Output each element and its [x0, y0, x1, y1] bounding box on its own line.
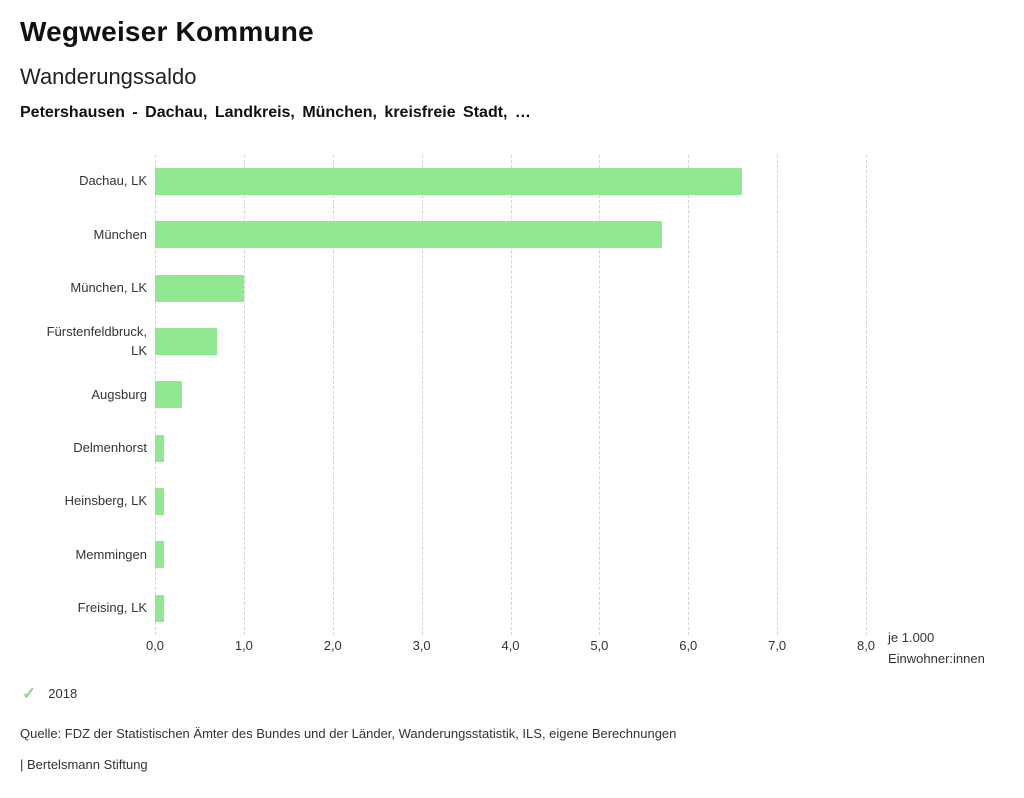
chart-title: Wanderungssaldo	[20, 64, 197, 89]
x-tick-label: 4,0	[501, 638, 520, 653]
axis-unit-label: je 1.000 Einwohner:innen	[888, 627, 985, 669]
bar-track	[155, 381, 866, 409]
bar-track	[155, 488, 866, 516]
x-tick-label: 6,0	[679, 638, 698, 653]
legend-year-label: 2018	[48, 686, 78, 701]
category-label: München	[93, 226, 147, 242]
axis-unit-line2: Einwohner:innen	[888, 651, 985, 666]
bar[interactable]	[155, 221, 662, 249]
chart-row: Fürstenfeldbruck, LK	[0, 315, 866, 368]
chart-row: Memmingen	[0, 528, 866, 581]
check-icon: ✓	[22, 684, 37, 703]
category-label: Freising, LK	[77, 599, 147, 615]
bar-track	[155, 274, 866, 302]
bar-track	[155, 594, 866, 622]
bar[interactable]	[155, 541, 164, 569]
bar[interactable]	[155, 594, 164, 622]
bar-track	[155, 541, 866, 569]
category-label: München, LK	[70, 279, 147, 295]
chart-row: Delmenhorst	[0, 422, 866, 475]
source-note: Quelle: FDZ der Statistischen Ämter des …	[20, 726, 677, 741]
chart-row: Freising, LK	[0, 582, 866, 635]
bar[interactable]	[155, 381, 182, 409]
chart-row: München	[0, 208, 866, 261]
gridline	[866, 155, 867, 635]
chart-context-subtitle: Petershausen - Dachau, Landkreis, Münche…	[20, 104, 531, 121]
x-tick-label: 0,0	[145, 638, 165, 653]
chart-row: München, LK	[0, 262, 866, 315]
bar-chart: Dachau, LK München München, LK Fürstenfeldb…	[0, 155, 875, 653]
bar[interactable]	[155, 434, 164, 462]
chart-row: Dachau, LK	[0, 155, 866, 208]
chart-row: Heinsberg, LK	[0, 475, 866, 528]
category-label: Heinsberg, LK	[64, 493, 147, 509]
bar-track	[155, 328, 866, 356]
chart-row: Augsburg	[0, 368, 866, 421]
bar[interactable]	[155, 488, 164, 516]
x-tick-label: 8,0	[856, 638, 876, 653]
x-tick-label: 2,0	[323, 638, 342, 653]
bar-track	[155, 434, 866, 462]
category-label: Augsburg	[91, 386, 147, 402]
legend-item-2018[interactable]: ✓ 2018	[22, 685, 77, 702]
bar[interactable]	[155, 168, 742, 196]
x-tick-label: 1,0	[234, 638, 253, 653]
branding-note: | Bertelsmann Stiftung	[20, 757, 148, 772]
category-label: Delmenhorst	[73, 439, 147, 455]
category-label: Fürstenfeldbruck, LK	[46, 323, 147, 358]
x-tick-label: 7,0	[768, 638, 787, 653]
category-label: Dachau, LK	[79, 173, 147, 189]
chart-rows: Dachau, LK München München, LK Fürstenfeldb…	[0, 155, 866, 635]
bar-track	[155, 221, 866, 249]
x-axis: 0,0 1,0 2,0 3,0 4,0 5,0 6,0 7,0 8,0	[146, 638, 875, 658]
category-label: Memmingen	[75, 546, 147, 562]
axis-unit-line1: je 1.000	[888, 630, 935, 645]
x-tick-label: 3,0	[412, 638, 431, 653]
app-title: Wegweiser Kommune	[20, 16, 314, 47]
bar-track	[155, 168, 866, 196]
bar[interactable]	[155, 274, 244, 302]
bar[interactable]	[155, 328, 218, 356]
x-tick-label: 5,0	[590, 638, 609, 653]
